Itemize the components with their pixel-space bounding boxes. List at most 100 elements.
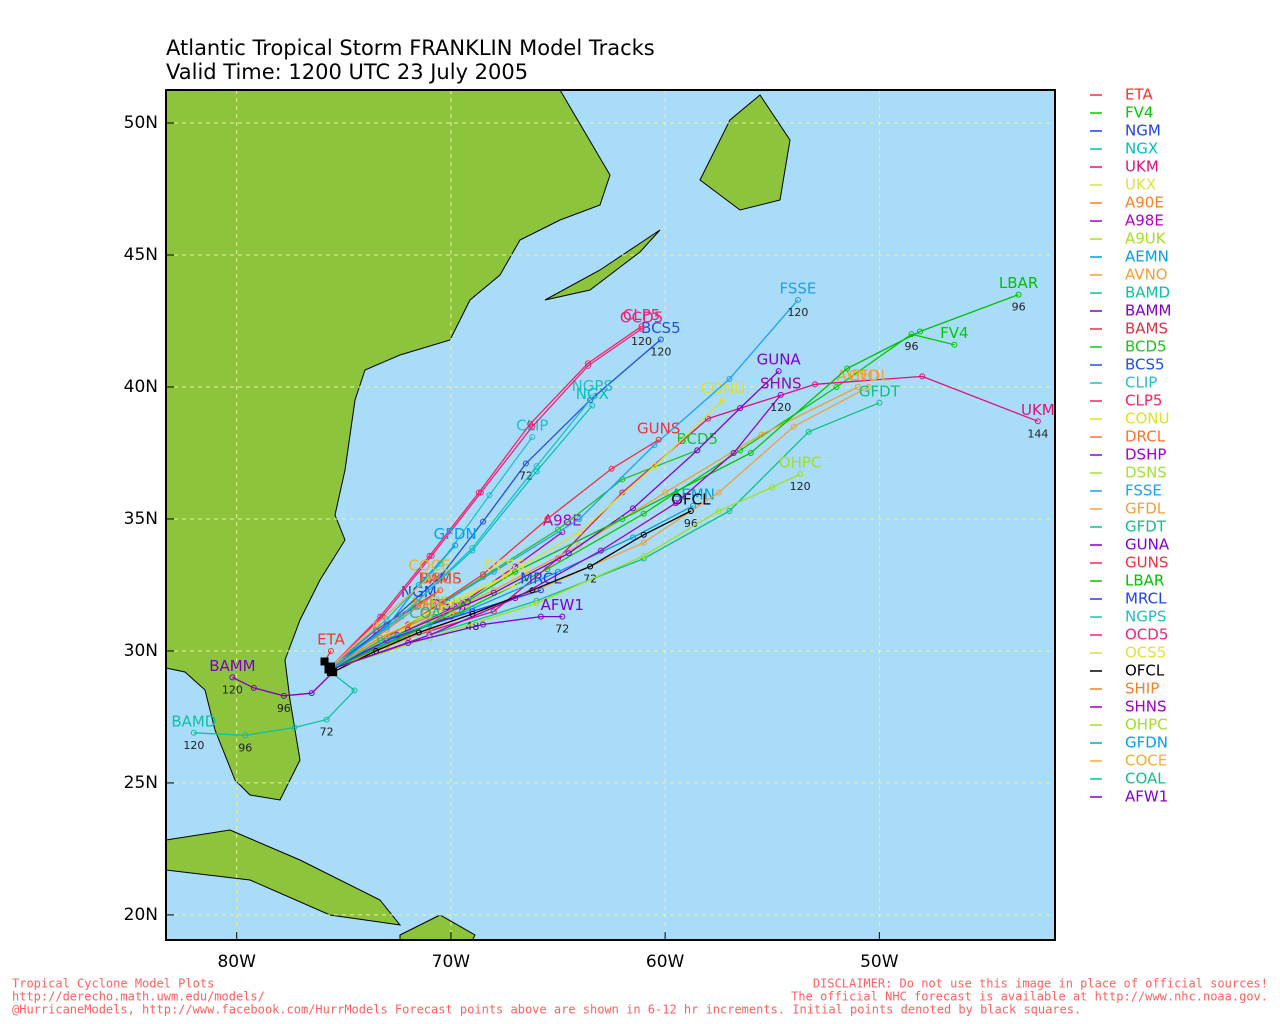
track-name: AFW1 bbox=[541, 596, 584, 614]
track-point bbox=[608, 465, 615, 472]
track-point bbox=[280, 692, 287, 699]
legend-label: UKX bbox=[1125, 176, 1156, 194]
track-name: OCD5 bbox=[620, 308, 663, 326]
track-point bbox=[383, 624, 390, 631]
track-point bbox=[398, 613, 405, 620]
track-name: OFCL bbox=[671, 491, 711, 509]
chart-title: Atlantic Tropical Storm FRANKLIN Model T… bbox=[166, 36, 655, 60]
map-frame bbox=[165, 89, 1056, 941]
y-tick-label: 50N bbox=[124, 113, 158, 133]
track-point bbox=[777, 391, 784, 398]
y-tick-label: 30N bbox=[124, 641, 158, 661]
legend-label: GFDT bbox=[1125, 518, 1167, 536]
y-tick-label: 45N bbox=[124, 245, 158, 265]
legend-label: AEMN bbox=[1125, 248, 1169, 266]
track-point bbox=[589, 402, 596, 409]
track-point bbox=[559, 613, 566, 620]
track-point bbox=[426, 574, 433, 581]
legend-label: GUNA bbox=[1125, 536, 1170, 554]
legend-label: NGX bbox=[1125, 140, 1158, 158]
hour-label: 120 bbox=[787, 306, 808, 319]
track-name: FV4 bbox=[940, 324, 968, 342]
hour-label: 96 bbox=[904, 340, 918, 353]
track-name: LBAR bbox=[999, 274, 1038, 292]
track-point bbox=[486, 492, 493, 499]
track-line bbox=[330, 439, 660, 670]
track-name: COAL bbox=[409, 604, 450, 622]
track-point bbox=[833, 383, 840, 390]
chart-subtitle: Valid Time: 1200 UTC 23 July 2005 bbox=[166, 60, 528, 84]
footer-text: DISCLAIMER: Do not use this image in pla… bbox=[813, 977, 1268, 991]
track-point bbox=[477, 489, 484, 496]
hour-label: 72 bbox=[519, 470, 533, 483]
track-point bbox=[480, 518, 487, 525]
legend-label: A98E bbox=[1125, 212, 1164, 230]
track-point bbox=[655, 436, 662, 443]
legend-label: UKM bbox=[1125, 158, 1159, 176]
track-point bbox=[351, 687, 358, 694]
track-line bbox=[330, 615, 563, 671]
legend-label: BAMS bbox=[1125, 320, 1168, 338]
track-point bbox=[537, 613, 544, 620]
track-point bbox=[790, 423, 797, 430]
track-point bbox=[865, 383, 872, 390]
initial-point bbox=[326, 665, 335, 674]
legend-label: LBAR bbox=[1125, 572, 1164, 590]
track-point bbox=[190, 729, 197, 736]
track-name: BAMM bbox=[209, 657, 255, 675]
y-tick-label: 20N bbox=[124, 905, 158, 925]
track-name: SHNS bbox=[760, 374, 802, 392]
hour-label: 96 bbox=[277, 702, 291, 715]
track-point bbox=[657, 336, 664, 343]
track-point bbox=[854, 383, 861, 390]
track-point bbox=[437, 587, 444, 594]
track-point bbox=[638, 323, 645, 330]
footer-text: The official NHC forecast is available a… bbox=[791, 990, 1268, 1004]
y-tick-label: 35N bbox=[124, 509, 158, 529]
track-point bbox=[576, 529, 583, 536]
track-point bbox=[794, 296, 801, 303]
track-point bbox=[405, 640, 412, 647]
track-point bbox=[730, 449, 737, 456]
hour-label: 120 bbox=[650, 345, 671, 358]
legend-label: FSSE bbox=[1125, 482, 1162, 500]
y-tick-label: 40N bbox=[124, 377, 158, 397]
track-point bbox=[715, 508, 722, 515]
track-name: AEMN bbox=[671, 485, 715, 503]
track-name: OCS5 bbox=[484, 557, 525, 575]
track-point bbox=[565, 550, 572, 557]
legend-label: DSNS bbox=[1125, 464, 1167, 482]
track-point bbox=[372, 621, 379, 628]
track-point bbox=[737, 405, 744, 412]
track-point bbox=[587, 563, 594, 570]
initial-point bbox=[320, 657, 329, 666]
legend-label: MRCL bbox=[1125, 590, 1167, 608]
legend-label: ETA bbox=[1125, 86, 1153, 104]
track-line bbox=[330, 576, 430, 668]
legend-label: FV4 bbox=[1125, 104, 1153, 122]
track-name: NGPS bbox=[572, 377, 613, 395]
track-point bbox=[640, 531, 647, 538]
track-point bbox=[533, 463, 540, 470]
track-name: MRCL bbox=[520, 570, 562, 588]
legend-label: BCS5 bbox=[1125, 356, 1165, 374]
track-point bbox=[672, 500, 679, 507]
hour-label: 96 bbox=[684, 517, 698, 530]
track-point bbox=[512, 595, 519, 602]
legend-label: COCE bbox=[1125, 752, 1167, 770]
track-point bbox=[512, 568, 519, 575]
track-point bbox=[428, 552, 435, 559]
track-point bbox=[576, 515, 583, 522]
track-point bbox=[1015, 291, 1022, 298]
track-point bbox=[775, 368, 782, 375]
track-line bbox=[330, 370, 780, 670]
track-point bbox=[769, 484, 776, 491]
track-name: GFDT bbox=[859, 382, 901, 400]
hour-label: 144 bbox=[1027, 427, 1048, 440]
hour-label: 120 bbox=[222, 683, 243, 696]
track-name: OHPC bbox=[779, 454, 822, 472]
track-point bbox=[640, 552, 647, 559]
hour-label: 72 bbox=[555, 623, 569, 636]
footer-text: http://derecho.math.uwm.edu/models/ bbox=[12, 990, 265, 1004]
